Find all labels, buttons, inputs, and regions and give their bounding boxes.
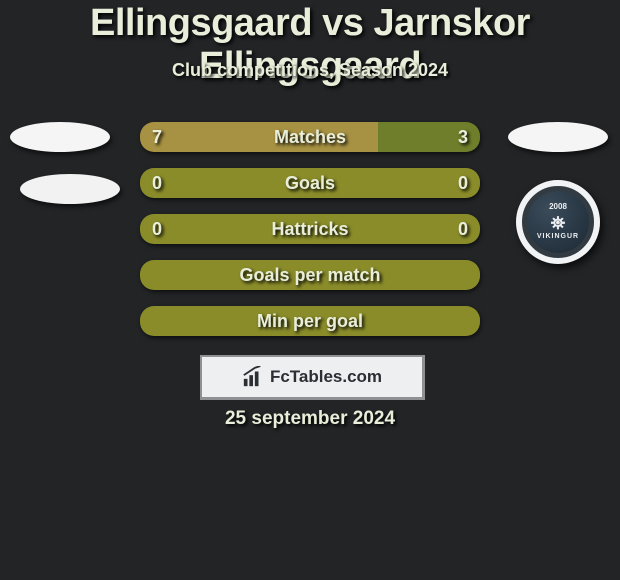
stats-bars: 7Matches30Goals00Hattricks0Goals per mat… bbox=[140, 122, 480, 352]
club-crest: 2008 ⛯ VIKINGUR bbox=[516, 180, 600, 264]
player-right-badge-1 bbox=[508, 122, 608, 152]
player-left-badge-2 bbox=[20, 174, 120, 204]
stat-right-value: 0 bbox=[458, 214, 468, 244]
stat-right-value: 3 bbox=[458, 122, 468, 152]
stat-label: Hattricks bbox=[140, 214, 480, 244]
stat-row: 0Goals0 bbox=[140, 168, 480, 198]
stat-label: Goals bbox=[140, 168, 480, 198]
brand-box: FcTables.com bbox=[200, 355, 425, 400]
stat-row: Goals per match bbox=[140, 260, 480, 290]
club-crest-ring bbox=[516, 180, 600, 264]
stat-right-value: 0 bbox=[458, 168, 468, 198]
bar-chart-icon bbox=[242, 366, 264, 388]
stat-row: 7Matches3 bbox=[140, 122, 480, 152]
page-subtitle: Club competitions, Season 2024 bbox=[0, 60, 620, 81]
stat-row: 0Hattricks0 bbox=[140, 214, 480, 244]
stat-label: Goals per match bbox=[140, 260, 480, 290]
stat-label: Min per goal bbox=[140, 306, 480, 336]
brand-text: FcTables.com bbox=[270, 367, 382, 387]
footer-date: 25 september 2024 bbox=[0, 408, 620, 430]
player-left-badge-1 bbox=[10, 122, 110, 152]
stat-row: Min per goal bbox=[140, 306, 480, 336]
stat-label: Matches bbox=[140, 122, 480, 152]
